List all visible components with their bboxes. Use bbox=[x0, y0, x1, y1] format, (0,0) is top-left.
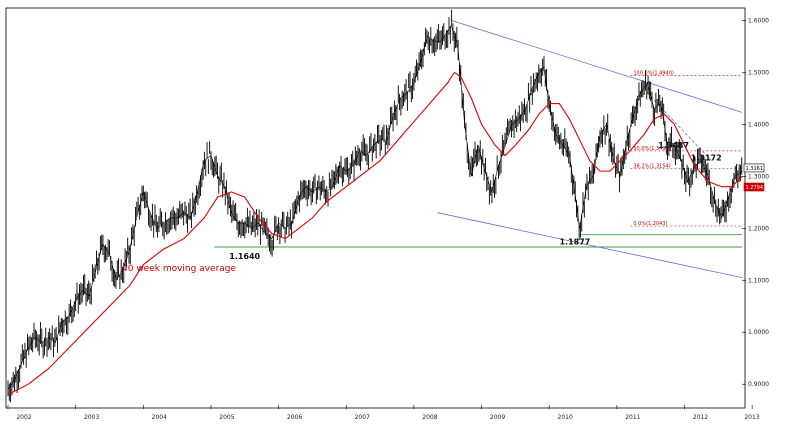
annotation-label: 1.1877 bbox=[559, 238, 590, 247]
fib-label: 38.2%(1.3154) bbox=[633, 163, 670, 169]
ma-line bbox=[7, 71, 743, 396]
x-tick-label: 2003 bbox=[84, 414, 99, 421]
fib-label: 100.0%(1.4940) bbox=[633, 70, 674, 76]
x-tick-label: 2012 bbox=[693, 414, 708, 421]
y-tick-label: 1.6000 bbox=[748, 17, 769, 24]
annotation-label: 1.1640 bbox=[229, 252, 260, 261]
fib-label: 0.0%(1.2043) bbox=[633, 221, 667, 227]
y-tick-label: 1.4000 bbox=[748, 121, 769, 128]
plot-frame bbox=[5, 7, 746, 409]
trendline bbox=[450, 20, 743, 113]
price-labels: 1.3161 1.2794 bbox=[743, 163, 765, 192]
moving-average bbox=[7, 71, 743, 396]
fibonacci-levels: 100.0%(1.4940) 50.0%(1.3490) 38.2%(1.3154)… bbox=[630, 70, 742, 227]
y-tick-label: 1.0000 bbox=[748, 329, 769, 336]
annotation-label: 1.3172 bbox=[691, 153, 722, 162]
price-bars bbox=[7, 9, 743, 403]
fib-label: 50.0%(1.3490) bbox=[633, 146, 670, 152]
y-tick-label: 1.3000 bbox=[748, 173, 769, 180]
price-tag-label: 1.2794 bbox=[746, 185, 764, 191]
x-tick-label: 2009 bbox=[490, 414, 505, 421]
x-axis: 2002 2003 2004 2005 2006 2007 2008 2009 2010 2011… bbox=[7, 405, 760, 421]
y-tick-label: 0.9000 bbox=[748, 381, 769, 388]
trendline bbox=[647, 92, 712, 161]
ma-label: 40 week moving average bbox=[122, 264, 237, 274]
annotation-label: 1.3487 bbox=[658, 141, 689, 150]
x-tick-label: 2006 bbox=[287, 414, 302, 421]
y-tick-label: 1.5000 bbox=[748, 69, 769, 76]
support-lines bbox=[214, 234, 742, 248]
x-tick-label: 2002 bbox=[16, 414, 31, 421]
price-tag-box bbox=[743, 182, 765, 192]
x-tick-label: 2011 bbox=[625, 414, 640, 421]
x-tick-label: 2008 bbox=[422, 414, 437, 421]
y-axis: 0.9000 1.0000 1.1000 1.2000 1.3000 1.4000 1.50… bbox=[742, 17, 769, 388]
y-tick-label: 1.1000 bbox=[748, 277, 769, 284]
x-tick-label: 2010 bbox=[558, 414, 573, 421]
trendlines bbox=[437, 20, 743, 279]
price-tag-label: 1.3161 bbox=[746, 166, 764, 172]
x-tick-label: 2005 bbox=[219, 414, 234, 421]
price-tag-box bbox=[743, 163, 765, 173]
x-tick-label: 2013 bbox=[744, 414, 759, 421]
x-tick-label: 2004 bbox=[152, 414, 167, 421]
y-tick-label: 1.2000 bbox=[748, 225, 769, 232]
x-tick-label: 2007 bbox=[355, 414, 370, 421]
trendline bbox=[437, 212, 743, 279]
